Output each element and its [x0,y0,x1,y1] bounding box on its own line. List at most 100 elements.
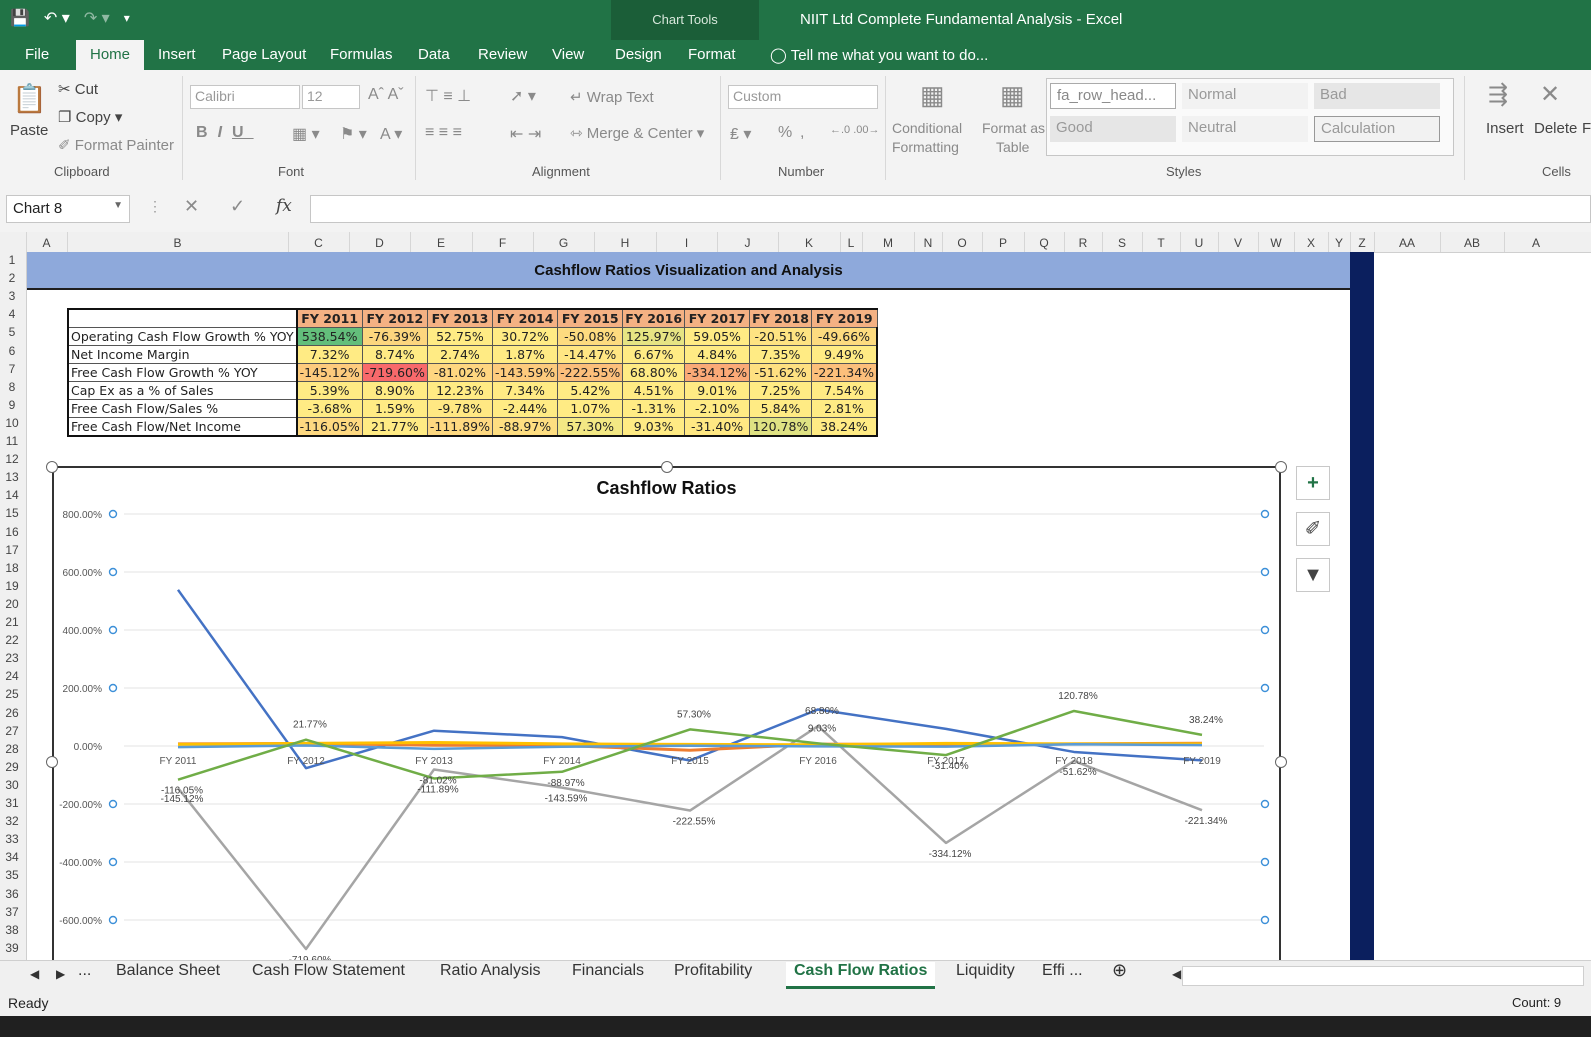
column-header[interactable]: H [620,236,630,250]
insert-cells-button[interactable]: Insert [1486,120,1524,137]
horizontal-align-icons[interactable]: ≡ ≡ ≡ [425,124,462,141]
new-sheet-plus-icon[interactable]: ⊕ [1112,960,1128,980]
column-header[interactable]: C [314,236,323,250]
table-cell[interactable]: 7.34% [492,381,559,400]
row-header[interactable]: 23 [5,651,19,666]
format-as-table-label-2[interactable]: Table [996,139,1030,155]
row-header[interactable]: 34 [5,850,19,865]
column-header[interactable]: E [436,236,445,250]
table-cell[interactable]: -31.40% [684,417,751,437]
table-cell[interactable]: 1.59% [361,399,428,418]
row-header[interactable]: 6 [8,343,16,358]
column-header[interactable]: I [684,236,689,250]
column-header[interactable]: Z [1358,236,1366,250]
row-header[interactable]: 8 [8,379,16,394]
table-cell[interactable]: 1.07% [557,399,624,418]
column-header[interactable]: J [744,236,751,250]
sheet-tab-cash-flow-statement[interactable]: Cash Flow Statement [252,962,405,979]
column-header[interactable]: AA [1398,236,1415,250]
table-cell[interactable]: -116.05% [296,417,363,437]
column-header[interactable]: O [957,236,967,250]
tab-review[interactable]: Review [478,46,528,63]
sheet-tab-financials[interactable]: Financials [572,962,645,979]
orientation-icon[interactable]: ➚ ▾ [510,88,536,105]
column-header[interactable]: R [1078,236,1088,250]
style-normal[interactable]: Normal [1182,83,1308,109]
row-header[interactable]: 2 [8,271,16,286]
currency-icon[interactable]: ₤ ▾ [730,126,752,143]
table-header-cell[interactable]: FY 2017 [684,308,751,328]
table-cell[interactable]: 5.84% [749,399,812,418]
row-header[interactable]: 9 [8,397,16,412]
row-header[interactable]: 22 [5,633,19,648]
table-cell[interactable]: -9.78% [426,399,494,418]
column-header[interactable]: X [1306,236,1315,250]
table-cell[interactable]: 8.90% [361,381,428,400]
table-header-cell[interactable]: FY 2011 [296,308,363,328]
comma-button[interactable]: , [800,124,805,141]
table-cell[interactable]: -2.44% [492,399,559,418]
table-cell[interactable]: 9.03% [622,417,686,437]
tab-home[interactable]: Home [76,40,144,70]
decimal-icons[interactable]: ←.0 .00→ [830,124,880,136]
style-bad[interactable]: Bad [1314,83,1440,109]
column-header[interactable]: A [1531,236,1540,250]
row-header[interactable]: 37 [5,904,19,919]
table-cell[interactable]: 38.24% [810,417,879,437]
row-header[interactable]: 29 [5,759,19,774]
column-header[interactable]: F [498,236,507,250]
row-header[interactable]: 13 [5,470,19,485]
redo-icon[interactable]: ↷ ▾ [83,10,110,27]
table-header-cell[interactable]: FY 2013 [426,308,494,328]
row-header[interactable]: 30 [5,777,19,792]
customize-qat-icon[interactable]: ▾ [123,11,130,25]
row-header[interactable]: 33 [5,832,19,847]
table-corner-cell[interactable] [67,308,298,328]
cancel-icon[interactable]: ✕ [184,196,200,216]
scroll-left-icon[interactable]: ◀ [30,967,40,981]
row-label-cell[interactable]: Free Cash Flow Growth % YOY [67,363,298,382]
table-cell[interactable]: 2.74% [426,345,494,364]
conditional-formatting-icon[interactable]: ▦ [920,80,945,110]
column-header[interactable]: V [1233,236,1242,250]
table-cell[interactable]: 52.75% [426,327,494,346]
line-chart[interactable]: Cashflow Ratios 800.00% 600.00% 400.00% 200.… [54,468,1279,960]
indent-icons[interactable]: ⇤ ⇥ [510,126,542,143]
resize-handle[interactable] [46,461,58,473]
scroll-right-icon[interactable]: ▶ [56,967,66,981]
chart-frame[interactable] [52,466,1281,968]
table-cell[interactable]: -2.10% [684,399,751,418]
chart-elements-plus-icon[interactable]: + [1296,466,1330,500]
row-label-cell[interactable]: Cap Ex as a % of Sales [67,381,298,400]
table-cell[interactable]: 30.72% [492,327,559,346]
table-cell[interactable]: 9.01% [684,381,751,400]
table-cell[interactable]: -88.97% [492,417,559,437]
table-cell[interactable]: -145.12% [296,363,363,382]
table-cell[interactable]: 5.39% [296,381,363,400]
row-header[interactable]: 38 [5,922,19,937]
row-header[interactable]: 28 [5,741,19,756]
resize-handle[interactable] [661,461,673,473]
table-cell[interactable]: 7.35% [749,345,812,364]
row-header[interactable]: 17 [5,542,19,557]
table-cell[interactable]: -334.12% [684,363,751,382]
row-header[interactable]: 15 [5,506,19,521]
row-header[interactable]: 39 [5,940,19,955]
tab-format[interactable]: Format [688,46,736,63]
merge-center-button[interactable]: ⇿ Merge & Center ▾ [570,125,705,142]
row-header[interactable]: 18 [5,560,19,575]
tab-page-layout[interactable]: Page Layout [222,46,307,63]
table-header-cell[interactable]: FY 2016 [622,308,686,328]
column-header[interactable]: D [375,236,384,250]
table-cell[interactable]: 9.49% [810,345,879,364]
column-header[interactable]: U [1194,236,1204,250]
table-cell[interactable]: 5.42% [557,381,624,400]
enter-icon[interactable]: ✓ [230,196,246,216]
column-header[interactable]: M [883,236,893,250]
wrap-text-button[interactable]: ↵ Wrap Text [570,88,654,106]
tab-formulas[interactable]: Formulas [330,46,393,63]
sheet-tab-profitability[interactable]: Profitability [674,962,753,979]
style-good[interactable]: Good [1050,116,1176,142]
row-header[interactable]: 3 [8,289,16,304]
row-header[interactable]: 35 [5,868,19,883]
